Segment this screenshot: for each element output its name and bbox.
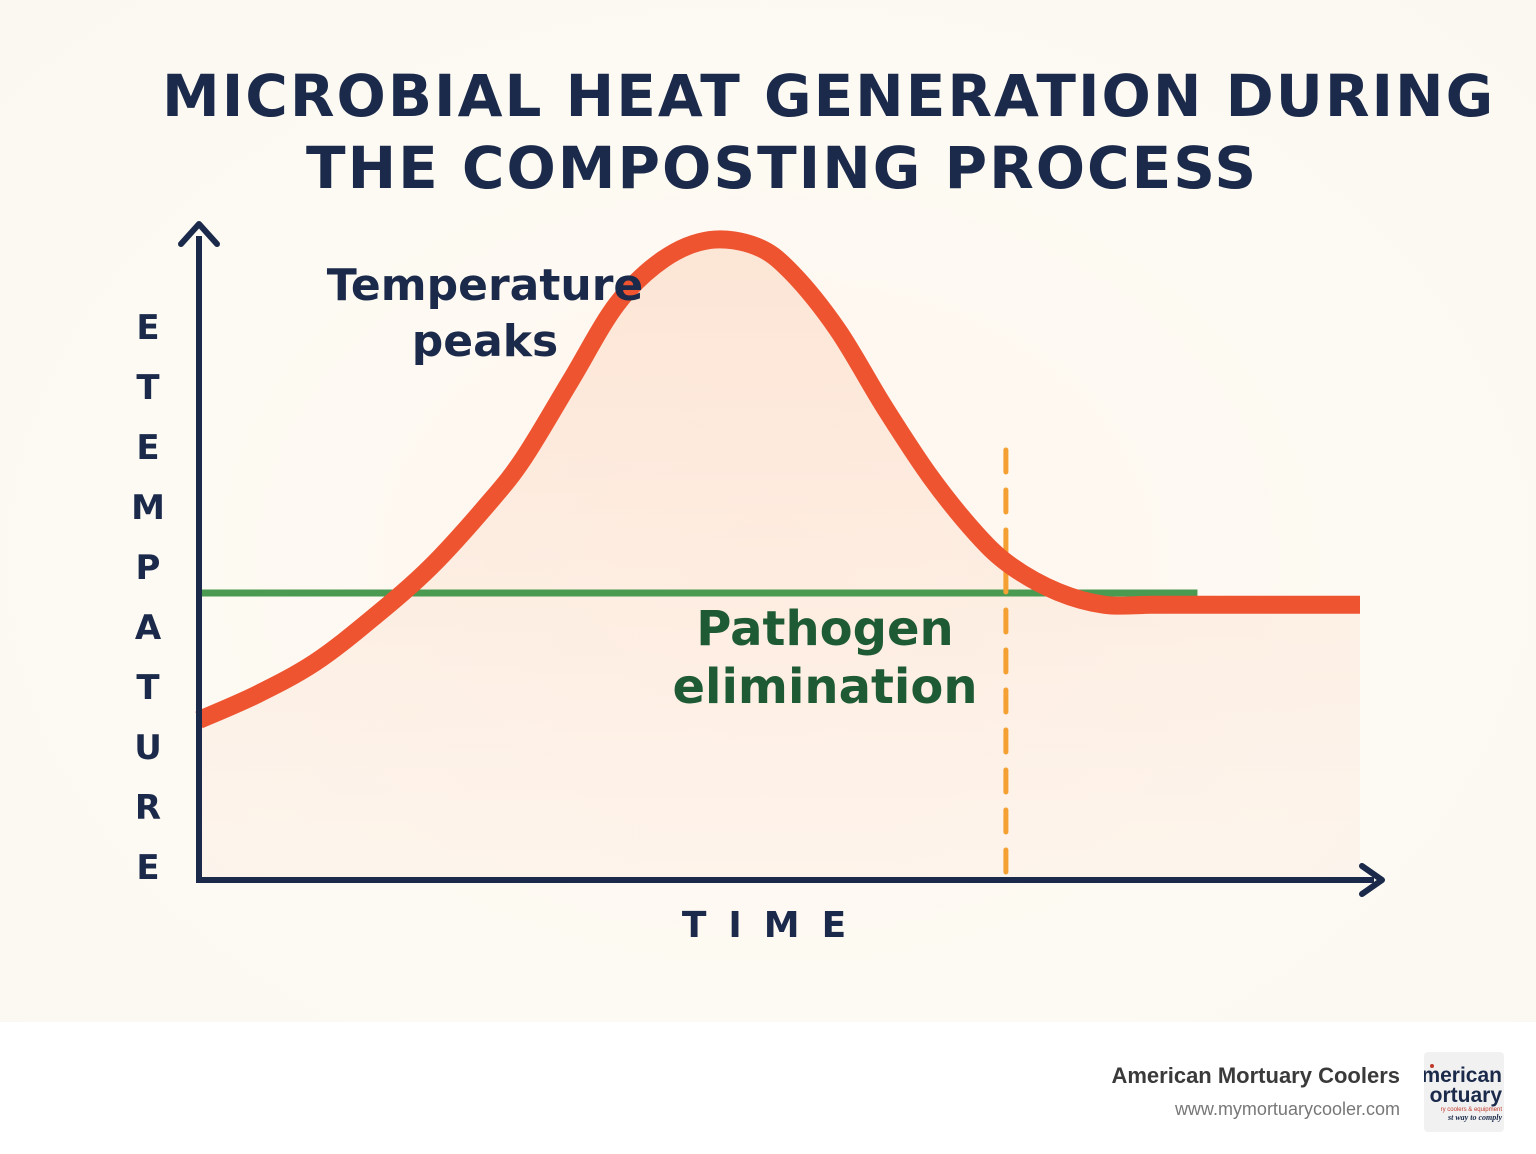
- temperature-curve: [195, 230, 1360, 729]
- x-axis-arrow: [1359, 863, 1385, 897]
- logo-line-1: merican: [1424, 1064, 1502, 1087]
- logo-line-4: st way to comply: [1447, 1113, 1502, 1122]
- logo-line-3: ry coolers & equipment: [1441, 1107, 1503, 1113]
- logo-line-2: ortuary: [1430, 1084, 1503, 1107]
- annotation-line: peaks: [411, 316, 559, 367]
- brand-url[interactable]: www.mymortuarycooler.com: [1174, 1099, 1400, 1119]
- y-axis-label-letter: E: [136, 308, 160, 348]
- x-axis-label: TIME: [681, 905, 869, 946]
- brand-logo: merican ortuary ry coolers & equipment s…: [1424, 1052, 1504, 1132]
- chart-title-line-1: MICROBIAL HEAT GENERATION DURING: [162, 62, 1496, 130]
- y-axis-label-letter: E: [136, 848, 160, 888]
- y-axis-label-letter: A: [134, 608, 162, 648]
- y-axis-label-letter: E: [136, 428, 160, 468]
- logo-star-icon: [1430, 1064, 1434, 1068]
- y-axis-label-letter: P: [135, 548, 161, 588]
- annotation-line: elimination: [672, 659, 978, 715]
- y-axis-label: E T E M P A T U R E: [128, 302, 168, 902]
- annotation-temperature-peaks: Temperature peaks: [300, 258, 670, 370]
- annotation-line: Pathogen: [696, 601, 954, 657]
- y-axis-label-letter: M: [131, 488, 165, 528]
- y-axis-label-letter: U: [134, 728, 162, 768]
- annotation-line: Temperature: [326, 260, 644, 311]
- logo-graphic: merican ortuary ry coolers & equipment s…: [1424, 1064, 1503, 1122]
- y-axis-label-letter: T: [136, 368, 160, 408]
- chart-plot: [178, 221, 1385, 897]
- y-axis-label-letter: R: [134, 788, 162, 828]
- annotation-pathogen-elimination: Pathogen elimination: [640, 600, 1010, 716]
- footer: [0, 1022, 1536, 1154]
- chart-area: MICROBIAL HEAT GENERATION DURING THE COM…: [0, 0, 1536, 1022]
- brand-name: American Mortuary Coolers: [1111, 1063, 1400, 1088]
- chart-title-line-2: THE COMPOSTING PROCESS: [306, 134, 1259, 202]
- y-axis-arrow: [178, 221, 220, 247]
- curve-area-fill: [199, 239, 1360, 880]
- y-axis-label-letter: T: [136, 668, 160, 708]
